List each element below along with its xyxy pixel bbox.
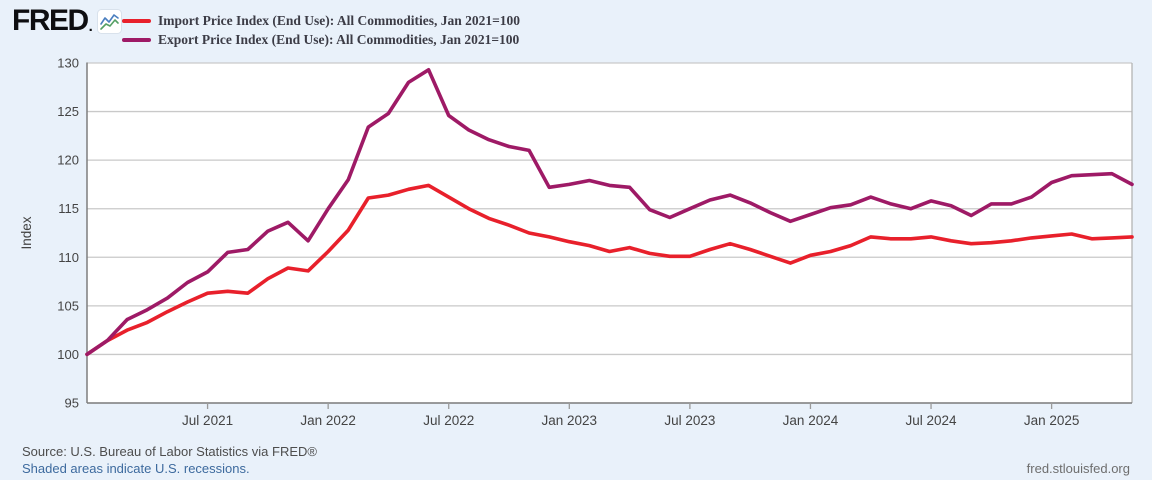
y-axis-tick-label: 100 [57, 347, 79, 362]
fred-logo: FRED . [12, 6, 122, 36]
x-axis-tick-label: Jan 2025 [1024, 413, 1080, 428]
y-axis-tick-label: 105 [57, 298, 79, 313]
fred-logo-period: . [88, 18, 93, 35]
y-axis-tick-label: 110 [58, 250, 79, 265]
x-axis-tick-label: Jul 2021 [182, 413, 233, 428]
y-axis-tick-label: 125 [57, 104, 79, 119]
x-axis-tick-label: Jan 2022 [300, 413, 356, 428]
plot-area[interactable] [87, 63, 1132, 403]
series-line-import[interactable] [85, 183, 1134, 357]
y-axis-tick-label: 130 [57, 56, 79, 71]
fred-site-link[interactable]: fred.stlouisfed.org [1026, 461, 1130, 476]
recessions-link[interactable]: Shaded areas indicate U.S. recessions. [22, 461, 250, 476]
x-axis-tick-label: Jul 2023 [664, 413, 715, 428]
legend-swatch-import [122, 18, 151, 23]
legend-item-import[interactable]: Import Price Index (End Use): All Commod… [122, 11, 520, 30]
legend-label-export: Export Price Index (End Use): All Commod… [158, 31, 520, 47]
y-axis-tick-label: 95 [65, 396, 79, 411]
y-axis-tick-label: 115 [58, 201, 79, 216]
series-line-export[interactable] [85, 68, 1134, 357]
y-axis-title: Index [19, 216, 34, 249]
chart-legend: Import Price Index (End Use): All Commod… [122, 11, 520, 49]
x-axis-tick-label: Jul 2022 [423, 413, 474, 428]
x-axis-tick-label: Jan 2023 [542, 413, 598, 428]
source-note: Source: U.S. Bureau of Labor Statistics … [22, 444, 317, 459]
legend-swatch-export [122, 37, 151, 42]
x-axis-tick-label: Jan 2024 [783, 413, 839, 428]
legend-label-import: Import Price Index (End Use): All Commod… [158, 12, 521, 28]
legend-item-export[interactable]: Export Price Index (End Use): All Commod… [122, 30, 520, 49]
y-axis-tick-label: 120 [57, 153, 79, 168]
fred-logo-text: FRED [12, 4, 89, 37]
line-chart-icon [96, 8, 122, 34]
x-axis-tick-label: Jul 2024 [906, 413, 958, 428]
